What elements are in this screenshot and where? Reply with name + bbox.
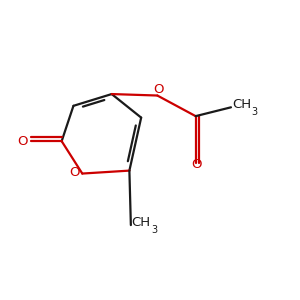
Text: 3: 3 [151, 225, 157, 235]
Text: O: O [154, 82, 164, 95]
Text: O: O [17, 135, 28, 148]
Text: CH: CH [232, 98, 252, 111]
Text: 3: 3 [252, 107, 258, 117]
Text: O: O [191, 158, 202, 171]
Text: O: O [69, 166, 80, 178]
Text: CH: CH [131, 216, 151, 229]
